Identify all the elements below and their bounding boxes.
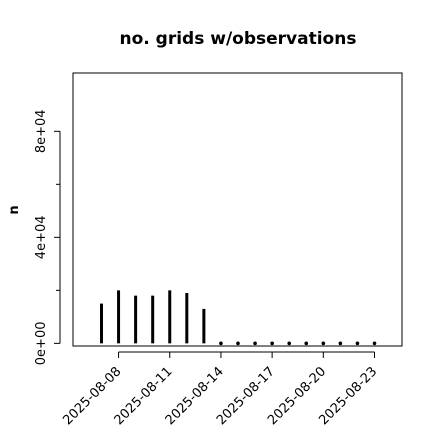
bars <box>100 290 377 346</box>
x-axis: 2025-08-082025-08-112025-08-142025-08-17… <box>60 351 380 428</box>
bar-zero-point <box>253 341 257 346</box>
bar-zero-point <box>321 341 326 346</box>
y-tick-label: 4e+04 <box>34 215 49 259</box>
bar-zero-point <box>304 341 309 346</box>
plot-area-frame <box>72 72 403 347</box>
bar-zero-point <box>338 341 343 346</box>
bar-zero-point <box>372 341 377 346</box>
y-axis-label: n <box>7 205 22 214</box>
y-tick-label: 8e+04 <box>34 109 49 153</box>
chart-title: no. grids w/observations <box>120 29 357 49</box>
bar-zero-point <box>236 341 240 346</box>
bar-zero-point <box>287 341 291 346</box>
bar-zero-point <box>219 341 223 346</box>
y-axis: 0e+00 4e+04 8e+04 <box>34 109 61 365</box>
bar-zero-point <box>270 341 274 346</box>
bar-zero-point <box>355 341 360 346</box>
y-tick-label: 0e+00 <box>34 321 49 365</box>
